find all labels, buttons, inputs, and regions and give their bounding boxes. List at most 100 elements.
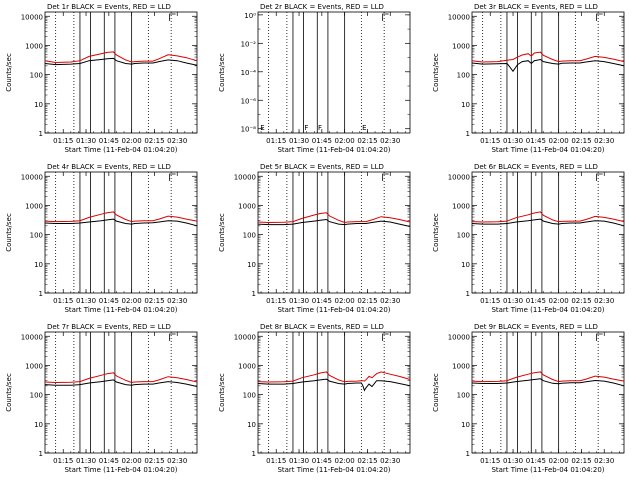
x-tick-label: 02:00 bbox=[122, 457, 142, 465]
y-axis-label: Counts/sec bbox=[5, 53, 13, 92]
plot-frame bbox=[44, 331, 198, 454]
x-tick-label: 01:15 bbox=[53, 297, 73, 305]
y-tick-label: 1000 bbox=[25, 42, 43, 50]
lld-series-line bbox=[44, 51, 198, 64]
x-tick-label: 01:15 bbox=[266, 137, 286, 145]
attenuator-marker bbox=[596, 173, 603, 181]
attenuator-marker bbox=[596, 333, 603, 341]
panel-title: Det 3r BLACK = Events, RED = LLD bbox=[474, 3, 598, 11]
plot-frame bbox=[257, 171, 411, 294]
panel-title: Det 7r BLACK = Events, RED = LLD bbox=[47, 323, 171, 331]
x-tick-label: 02:00 bbox=[122, 297, 142, 305]
lld-series-line bbox=[471, 211, 625, 223]
plot-frame bbox=[471, 331, 625, 454]
x-tick-label: 02:00 bbox=[335, 457, 355, 465]
y-axis-label: Counts/sec bbox=[5, 373, 13, 412]
y-tick-label: 10⁻⁸ bbox=[241, 126, 257, 134]
y-tick-label: 100 bbox=[30, 392, 43, 400]
y-tick-label: 1000 bbox=[238, 362, 256, 370]
y-tick-label: 10 bbox=[461, 101, 470, 109]
panel-det-2: Det 2r BLACK = Events, RED = LLD 01:15 01:… bbox=[218, 3, 411, 154]
y-tick-label: 1 bbox=[466, 450, 470, 458]
events-series-line bbox=[257, 218, 411, 227]
y-axis-label: Counts/sec bbox=[218, 373, 226, 412]
attenuator-marker bbox=[382, 173, 389, 181]
y-tick-label: 10000 bbox=[21, 13, 43, 21]
x-tick-label: 01:30 bbox=[503, 457, 523, 465]
x-tick-label: 02:30 bbox=[167, 457, 187, 465]
x-tick-label: 02:00 bbox=[549, 297, 569, 305]
x-tick-label: 01:15 bbox=[480, 297, 500, 305]
panel-title: Det 1r BLACK = Events, RED = LLD bbox=[47, 3, 171, 11]
y-tick-label: 10 bbox=[34, 421, 43, 429]
y-tick-label: 10000 bbox=[234, 173, 256, 181]
x-axis-label: Start Time (11-Feb-04 01:04:20) bbox=[277, 146, 390, 154]
y-tick-label: 10 bbox=[247, 421, 256, 429]
lld-series-line bbox=[471, 371, 625, 383]
y-tick-label: 100 bbox=[243, 392, 256, 400]
x-tick-label: 01:45 bbox=[99, 457, 119, 465]
panel-title: Det 6r BLACK = Events, RED = LLD bbox=[474, 163, 598, 171]
y-tick-label: 100 bbox=[457, 392, 470, 400]
x-tick-label: 02:15 bbox=[571, 297, 591, 305]
x-axis-label: Start Time (11-Feb-04 01:04:20) bbox=[277, 466, 390, 474]
x-tick-label: 02:15 bbox=[144, 457, 164, 465]
panel-title: Det 2r BLACK = Events, RED = LLD bbox=[260, 3, 384, 11]
x-tick-label: 02:00 bbox=[335, 297, 355, 305]
events-series-line bbox=[471, 218, 625, 227]
events-series-line bbox=[471, 58, 625, 73]
x-tick-label: 02:30 bbox=[167, 137, 187, 145]
x-tick-label: 01:45 bbox=[312, 137, 332, 145]
x-tick-label: 01:30 bbox=[76, 137, 96, 145]
lld-series-line bbox=[257, 371, 411, 383]
lld-series-line bbox=[44, 372, 198, 384]
x-tick-label: 01:30 bbox=[76, 297, 96, 305]
attenuator-marker bbox=[169, 173, 176, 181]
events-series-line bbox=[257, 378, 411, 392]
y-tick-label: 100 bbox=[30, 72, 43, 80]
events-series-line bbox=[44, 379, 198, 387]
x-tick-label: 02:00 bbox=[335, 137, 355, 145]
x-tick-label: 02:30 bbox=[594, 137, 614, 145]
x-tick-label: 01:15 bbox=[53, 457, 73, 465]
x-tick-label: 02:15 bbox=[144, 137, 164, 145]
panel-title: Det 9r BLACK = Events, RED = LLD bbox=[474, 323, 598, 331]
y-axis-label: Counts/sec bbox=[218, 53, 226, 92]
x-tick-label: 01:45 bbox=[99, 297, 119, 305]
attenuator-marker bbox=[382, 13, 389, 21]
y-tick-label: 10 bbox=[247, 261, 256, 269]
y-axis-label: Counts/sec bbox=[218, 213, 226, 252]
y-tick-label: 10000 bbox=[448, 333, 470, 341]
flag-marker: E bbox=[362, 124, 366, 132]
plot-frame bbox=[257, 11, 411, 134]
y-axis-label: Counts/sec bbox=[5, 213, 13, 252]
y-tick-label: 1000 bbox=[25, 202, 43, 210]
y-tick-label: 10000 bbox=[21, 333, 43, 341]
y-tick-label: 10 bbox=[34, 261, 43, 269]
y-tick-label: 10000 bbox=[448, 173, 470, 181]
x-tick-label: 02:30 bbox=[380, 297, 400, 305]
y-tick-label: 10⁻² bbox=[241, 40, 257, 48]
x-axis-label: Start Time (11-Feb-04 01:04:20) bbox=[64, 146, 177, 154]
x-tick-label: 01:45 bbox=[312, 457, 332, 465]
y-tick-label: 1 bbox=[252, 290, 256, 298]
panel-det-6: Det 6r BLACK = Events, RED = LLD 01:15 01:… bbox=[432, 163, 625, 314]
lld-series-line bbox=[471, 51, 625, 63]
y-tick-label: 10⁻⁶ bbox=[241, 97, 257, 105]
y-tick-label: 1 bbox=[39, 450, 43, 458]
x-tick-label: 01:15 bbox=[266, 297, 286, 305]
plot-frame bbox=[44, 171, 198, 294]
plot-frame bbox=[44, 11, 198, 134]
x-tick-label: 02:15 bbox=[357, 137, 377, 145]
y-tick-label: 10 bbox=[461, 261, 470, 269]
x-tick-label: 02:15 bbox=[357, 457, 377, 465]
y-tick-label: 1 bbox=[39, 130, 43, 138]
attenuator-marker bbox=[169, 333, 176, 341]
plot-frame bbox=[471, 171, 625, 294]
x-tick-label: 01:30 bbox=[503, 297, 523, 305]
